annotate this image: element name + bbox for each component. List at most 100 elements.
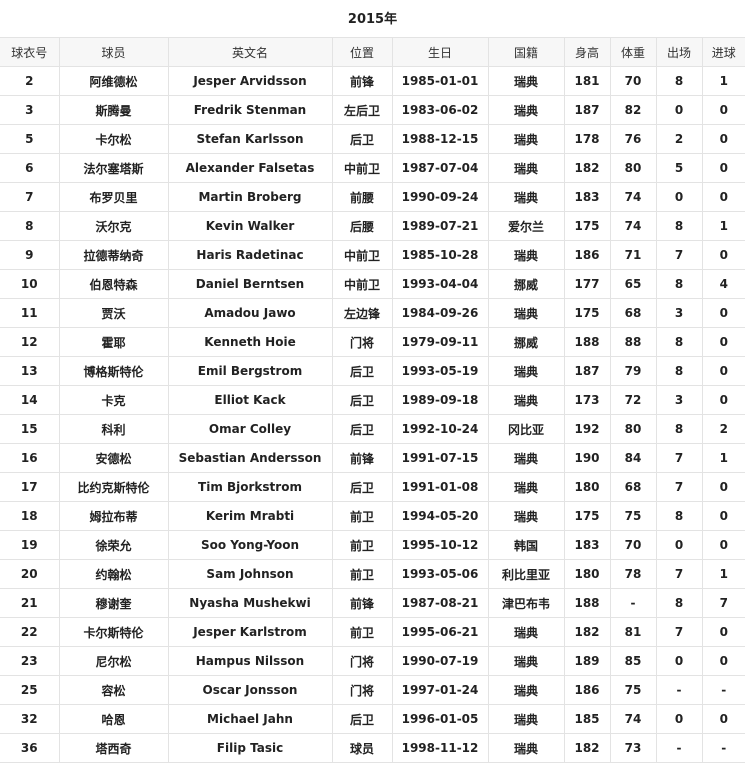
table-row: 10 伯恩特森 Daniel Berntsen 中前卫 1993-04-04 挪威 177 6… bbox=[0, 269, 745, 299]
cell-weight: 79 bbox=[609, 356, 657, 386]
cell-height: 182 bbox=[563, 733, 611, 763]
cell-birthday: 1991-07-15 bbox=[391, 443, 489, 473]
cell-appearances: 7 bbox=[655, 240, 703, 270]
cell-jersey-number: 2 bbox=[0, 66, 60, 96]
column-header-nationality: 国籍 bbox=[487, 37, 565, 67]
table-row: 14 卡克 Elliot Kack 后卫 1989-09-18 瑞典 173 72 3 0 bbox=[0, 385, 745, 415]
table-row: 32 哈恩 Michael Jahn 后卫 1996-01-05 瑞典 185 74 0 0 bbox=[0, 704, 745, 734]
cell-birthday: 1987-07-04 bbox=[391, 153, 489, 183]
cell-position: 门将 bbox=[331, 327, 393, 357]
cell-english-name: Kenneth Hoie bbox=[167, 327, 333, 357]
cell-position: 前卫 bbox=[331, 617, 393, 647]
cell-height: 185 bbox=[563, 704, 611, 734]
cell-jersey-number: 9 bbox=[0, 240, 60, 270]
cell-jersey-number: 3 bbox=[0, 95, 60, 125]
cell-jersey-number: 32 bbox=[0, 704, 60, 734]
column-header-english-name: 英文名 bbox=[167, 37, 333, 67]
cell-player-name: 卡尔松 bbox=[58, 124, 169, 154]
table-row: 7 布罗贝里 Martin Broberg 前腰 1990-09-24 瑞典 183 74 0 0 bbox=[0, 182, 745, 212]
cell-jersey-number: 19 bbox=[0, 530, 60, 560]
cell-appearances: 8 bbox=[655, 588, 703, 618]
cell-nationality: 瑞典 bbox=[487, 153, 565, 183]
cell-appearances: 0 bbox=[655, 646, 703, 676]
cell-player-name: 哈恩 bbox=[58, 704, 169, 734]
cell-height: 189 bbox=[563, 646, 611, 676]
cell-appearances: - bbox=[655, 675, 703, 705]
cell-height: 175 bbox=[563, 211, 611, 241]
cell-appearances: 0 bbox=[655, 95, 703, 125]
cell-birthday: 1991-01-08 bbox=[391, 472, 489, 502]
cell-birthday: 1979-09-11 bbox=[391, 327, 489, 357]
table-row: 36 塔西奇 Filip Tasic 球员 1998-11-12 瑞典 182 73- - bbox=[0, 733, 745, 763]
cell-goals: 1 bbox=[701, 66, 745, 96]
column-header-jersey-number: 球衣号 bbox=[0, 37, 60, 67]
cell-goals: 0 bbox=[701, 385, 745, 415]
cell-birthday: 1984-09-26 bbox=[391, 298, 489, 328]
cell-nationality: 瑞典 bbox=[487, 95, 565, 125]
column-header-position: 位置 bbox=[331, 37, 393, 67]
cell-weight: 84 bbox=[609, 443, 657, 473]
cell-height: 181 bbox=[563, 66, 611, 96]
cell-position: 前锋 bbox=[331, 66, 393, 96]
cell-english-name: Sam Johnson bbox=[167, 559, 333, 589]
cell-player-name: 姆拉布蒂 bbox=[58, 501, 169, 531]
cell-position: 前锋 bbox=[331, 443, 393, 473]
cell-player-name: 科利 bbox=[58, 414, 169, 444]
cell-appearances: 3 bbox=[655, 298, 703, 328]
cell-height: 186 bbox=[563, 240, 611, 270]
table-row: 9 拉德蒂纳奇 Haris Radetinac 中前卫 1985-10-28 瑞典 186 7… bbox=[0, 240, 745, 270]
cell-weight: 88 bbox=[609, 327, 657, 357]
cell-jersey-number: 8 bbox=[0, 211, 60, 241]
cell-player-name: 拉德蒂纳奇 bbox=[58, 240, 169, 270]
cell-birthday: 1993-05-06 bbox=[391, 559, 489, 589]
cell-position: 门将 bbox=[331, 675, 393, 705]
cell-position: 前卫 bbox=[331, 501, 393, 531]
cell-birthday: 1987-08-21 bbox=[391, 588, 489, 618]
cell-nationality: 瑞典 bbox=[487, 617, 565, 647]
cell-birthday: 1997-01-24 bbox=[391, 675, 489, 705]
cell-position: 后卫 bbox=[331, 414, 393, 444]
column-header-birthday: 生日 bbox=[391, 37, 489, 67]
cell-player-name: 约翰松 bbox=[58, 559, 169, 589]
cell-position: 后卫 bbox=[331, 704, 393, 734]
cell-player-name: 容松 bbox=[58, 675, 169, 705]
cell-jersey-number: 6 bbox=[0, 153, 60, 183]
cell-jersey-number: 10 bbox=[0, 269, 60, 299]
cell-birthday: 1996-01-05 bbox=[391, 704, 489, 734]
cell-goals: 0 bbox=[701, 240, 745, 270]
cell-player-name: 穆谢奎 bbox=[58, 588, 169, 618]
cell-goals: - bbox=[701, 675, 745, 705]
cell-jersey-number: 14 bbox=[0, 385, 60, 415]
cell-jersey-number: 20 bbox=[0, 559, 60, 589]
cell-nationality: 瑞典 bbox=[487, 182, 565, 212]
cell-appearances: 8 bbox=[655, 356, 703, 386]
table-row: 12 霍耶 Kenneth Hoie 门将 1979-09-11 挪威 188 88 8 0 bbox=[0, 327, 745, 357]
cell-birthday: 1985-10-28 bbox=[391, 240, 489, 270]
cell-position: 前锋 bbox=[331, 588, 393, 618]
cell-height: 183 bbox=[563, 530, 611, 560]
cell-player-name: 比约克斯特伦 bbox=[58, 472, 169, 502]
cell-appearances: 3 bbox=[655, 385, 703, 415]
cell-english-name: Daniel Berntsen bbox=[167, 269, 333, 299]
cell-height: 175 bbox=[563, 298, 611, 328]
cell-nationality: 瑞典 bbox=[487, 472, 565, 502]
cell-goals: 0 bbox=[701, 617, 745, 647]
cell-nationality: 瑞典 bbox=[487, 385, 565, 415]
cell-birthday: 1983-06-02 bbox=[391, 95, 489, 125]
cell-height: 178 bbox=[563, 124, 611, 154]
cell-nationality: 瑞典 bbox=[487, 646, 565, 676]
cell-english-name: Jesper Arvidsson bbox=[167, 66, 333, 96]
cell-goals: - bbox=[701, 733, 745, 763]
cell-height: 192 bbox=[563, 414, 611, 444]
table-row: 8 沃尔克 Kevin Walker 后腰 1989-07-21 爱尔兰 175 74 8 1 bbox=[0, 211, 745, 241]
cell-height: 182 bbox=[563, 617, 611, 647]
cell-position: 左边锋 bbox=[331, 298, 393, 328]
cell-english-name: Kevin Walker bbox=[167, 211, 333, 241]
cell-goals: 1 bbox=[701, 211, 745, 241]
cell-position: 门将 bbox=[331, 646, 393, 676]
table-row: 15 科利 Omar Colley 后卫 1992-10-24 冈比亚 192 80 8 2 bbox=[0, 414, 745, 444]
cell-player-name: 卡尔斯特伦 bbox=[58, 617, 169, 647]
cell-weight: 70 bbox=[609, 66, 657, 96]
cell-nationality: 利比里亚 bbox=[487, 559, 565, 589]
cell-appearances: 8 bbox=[655, 327, 703, 357]
